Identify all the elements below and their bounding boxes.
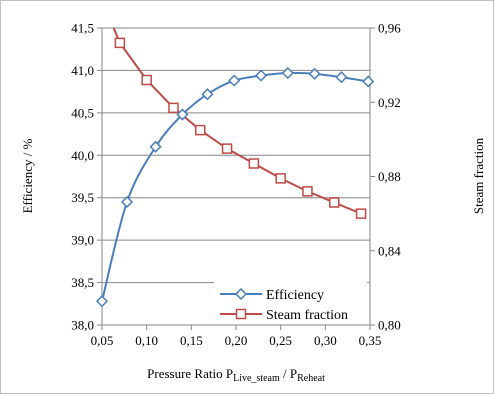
legend-marker-efficiency	[234, 287, 248, 301]
data-point-steam-fraction	[248, 158, 260, 169]
x-axis-title-main: Pressure Ratio P	[147, 366, 233, 381]
y-right-tick-label: 0,92	[378, 95, 401, 110]
data-point-efficiency	[149, 140, 162, 153]
x-tick-label: 0,05	[91, 333, 114, 348]
x-tick-label: 0,10	[135, 333, 158, 348]
data-point-steam-fraction	[221, 143, 233, 154]
x-tick-label: 0,15	[180, 333, 203, 348]
x-tick-label: 0,30	[314, 333, 337, 348]
y-left-tick-label: 39,5	[71, 190, 94, 205]
data-point-steam-fraction	[329, 197, 340, 208]
x-tick-label: 0,35	[359, 333, 382, 348]
x-tick-label: 0,20	[225, 333, 248, 348]
y-left-tick-label: 38,0	[71, 318, 94, 333]
data-point-efficiency	[335, 71, 348, 84]
y-left-tick-label: 41,0	[71, 63, 94, 78]
legend-label-steam-fraction: Steam fraction	[266, 308, 348, 323]
data-point-efficiency	[201, 88, 214, 101]
data-point-efficiency	[308, 67, 321, 80]
markers-layer	[95, 37, 375, 308]
y-axis-right-title: Steam fraction	[471, 137, 486, 214]
data-point-efficiency	[120, 195, 134, 209]
data-point-efficiency	[254, 69, 268, 82]
y-left-tick-label: 38,5	[71, 275, 94, 290]
y-right-tick-label: 0,96	[378, 21, 401, 36]
y-right-tick-label: 0,88	[378, 169, 401, 184]
data-point-efficiency	[362, 75, 375, 88]
x-axis-title-sub2: Reheat	[297, 373, 325, 384]
data-point-steam-fraction	[114, 37, 126, 49]
y-right-tick-label: 0,84	[378, 243, 401, 258]
data-point-efficiency	[281, 66, 294, 80]
y-left-tick-label: 41,5	[71, 21, 94, 36]
y-left-tick-label: 39,0	[71, 233, 94, 248]
tick-labels: 38,0 38,5 39,0 39,5 40,0 40,5 41,0 41,5 0,80 0,84…	[71, 21, 401, 349]
data-point-steam-fraction	[275, 173, 286, 184]
data-point-steam-fraction	[195, 124, 206, 136]
x-axis-title-sub1: Live_steam	[233, 373, 280, 384]
y-right-tick-label: 0,80	[378, 318, 401, 333]
data-point-steam-fraction	[302, 186, 313, 197]
data-point-efficiency	[176, 108, 189, 121]
data-point-steam-fraction	[168, 102, 179, 114]
x-tick-label: 0,25	[269, 333, 292, 348]
data-point-steam-fraction	[141, 74, 152, 86]
y-axis-left-title: Efficiency / %	[20, 138, 35, 213]
x-axis-title: Pressure Ratio PLive_steam / PReheat	[147, 366, 325, 384]
y-left-tick-label: 40,5	[71, 105, 94, 120]
y-left-tick-label: 40,0	[71, 148, 94, 163]
legend-marker-steam-fraction	[235, 308, 247, 320]
x-axis-title-mid: / P	[280, 366, 297, 381]
data-point-efficiency	[95, 295, 109, 308]
legend: Efficiency Steam fraction	[214, 280, 367, 324]
data-point-efficiency	[228, 74, 241, 87]
legend-label-efficiency: Efficiency	[266, 288, 324, 303]
data-point-steam-fraction	[355, 208, 367, 219]
